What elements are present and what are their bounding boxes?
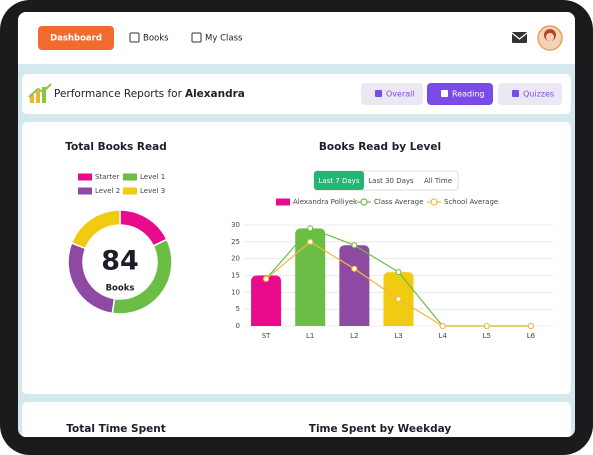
chart-title: Total Books Read: [65, 141, 166, 153]
marker: [307, 238, 314, 245]
chart-icon: [28, 83, 52, 103]
y-tick-label: 5: [236, 305, 240, 313]
legend-label: School Average: [444, 198, 498, 206]
chart-title: Books Read by Level: [319, 141, 441, 153]
legend-swatch: [78, 187, 92, 195]
nav-label: Dashboard: [50, 34, 102, 44]
nav-item[interactable]: Books: [129, 32, 169, 44]
tabs: Overall Reading Quizzes: [361, 83, 562, 105]
plots: Starter Level 1 Level 2 Level 3 Last 7 Days L…: [67, 170, 553, 340]
legend-marker: [430, 198, 438, 206]
nav-item[interactable]: Dashboard: [38, 26, 114, 50]
tab-bg: [498, 83, 562, 105]
header-title: Performance Reports for Alexandra: [54, 88, 245, 100]
legend-swatch: [276, 198, 290, 206]
legend-swatch: [123, 187, 137, 195]
section-title: Total Time Spent: [66, 423, 166, 435]
filter-label: Last 7 Days: [319, 177, 360, 185]
tab-label: Reading: [452, 90, 484, 99]
donut-total: 84: [101, 246, 139, 277]
nav-item[interactable]: My Class: [191, 32, 243, 44]
x-tick-label: L2: [350, 332, 358, 340]
filter-bg: [314, 171, 364, 190]
y-tick-label: 15: [231, 272, 240, 280]
tab[interactable]: Reading: [427, 83, 493, 105]
donut-segment: [70, 209, 121, 250]
tab[interactable]: Overall: [361, 83, 423, 105]
tab-bg: [427, 83, 493, 105]
tab-icon: [375, 90, 382, 97]
tab-icon: [512, 90, 519, 97]
tab[interactable]: Quizzes: [498, 83, 562, 105]
marker: [351, 265, 358, 272]
marker: [351, 242, 358, 249]
nav-icon: [191, 32, 202, 43]
x-tick-label: L6: [527, 332, 536, 340]
student-name: Alexandra: [185, 88, 245, 100]
marker: [483, 322, 490, 330]
filter[interactable]: Last 30 Days: [368, 177, 414, 185]
nav-items: Dashboard Books My Class: [38, 26, 243, 50]
y-tick-label: 20: [231, 255, 240, 263]
x-tick-label: ST: [262, 332, 271, 340]
filter-label: Last 30 Days: [368, 177, 414, 185]
screen: Dashboard Books My Class Performance Repor…: [18, 12, 575, 437]
tab-label: Overall: [386, 90, 415, 99]
legend-label: Level 3: [140, 187, 165, 195]
bar: [339, 245, 370, 326]
legend-label: Level 2: [95, 187, 120, 195]
marker: [395, 296, 402, 303]
legend-label: Starter: [95, 173, 119, 181]
legend-marker: [360, 198, 368, 206]
legend-swatch: [78, 173, 92, 181]
filter[interactable]: Last 7 Days: [314, 171, 364, 190]
x-tick-label: L1: [306, 332, 314, 340]
x-tick-label: L3: [394, 332, 402, 340]
bar: [251, 275, 282, 326]
nav-icon: [129, 32, 140, 43]
legend-label: Alexandra Polliyek: [293, 198, 358, 206]
nav-label: Books: [143, 34, 169, 44]
filter[interactable]: All Time: [424, 177, 452, 185]
bar: [295, 228, 326, 326]
y-tick-label: 0: [236, 322, 240, 330]
bottom-card: [22, 402, 571, 437]
nav-label: My Class: [205, 34, 243, 44]
tab-label: Quizzes: [523, 90, 554, 99]
legend-swatch: [123, 173, 137, 181]
donut-label: Books: [106, 284, 135, 294]
mail-icon[interactable]: [511, 32, 528, 43]
filter-label: All Time: [424, 177, 452, 185]
marker: [395, 269, 402, 276]
y-tick-label: 30: [231, 221, 240, 229]
x-tick-label: L4: [438, 332, 447, 340]
marker: [307, 225, 314, 232]
section-title: Time Spent by Weekday: [309, 423, 452, 435]
marker: [527, 322, 534, 330]
title-prefix: Performance Reports for: [54, 88, 183, 100]
y-tick-label: 10: [231, 288, 240, 296]
legend-label: Class Average: [374, 198, 423, 206]
tab-icon: [441, 90, 448, 97]
marker: [439, 322, 446, 330]
marker: [263, 275, 270, 282]
nav-button: [38, 26, 114, 50]
x-tick-label: L5: [483, 332, 491, 340]
legend-label: Level 1: [140, 173, 165, 181]
avatar[interactable]: [537, 25, 563, 51]
y-tick-label: 25: [231, 238, 240, 246]
tab-bg: [361, 83, 423, 105]
